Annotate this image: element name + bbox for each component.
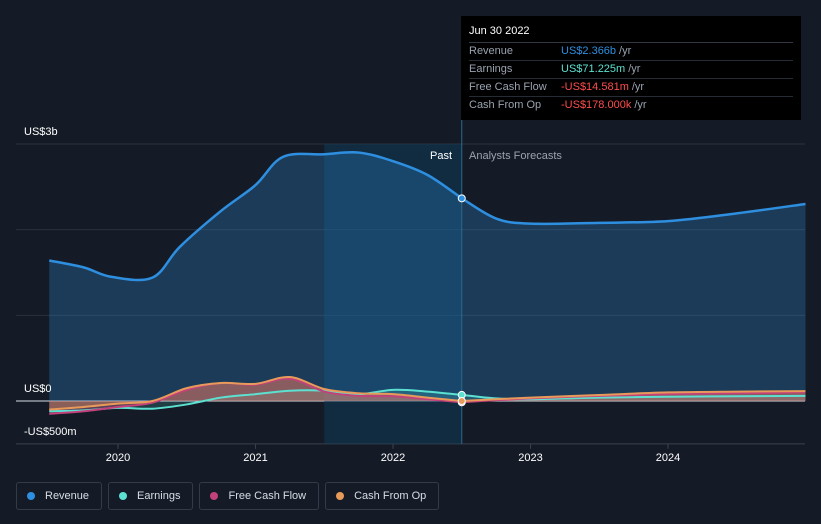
legend-item-earnings[interactable]: Earnings xyxy=(108,482,194,510)
tooltip-row: Earnings US$71.225m/yr xyxy=(469,61,793,79)
legend-item-label: Earnings xyxy=(137,490,181,502)
cash-from-op-line-past xyxy=(49,376,462,411)
revenue-line-forecast xyxy=(461,197,806,226)
tooltip-row-value: US$2.366b xyxy=(561,45,617,57)
tooltip-row: Revenue US$2.366b/yr xyxy=(469,43,793,61)
revenue-line-past xyxy=(49,151,463,282)
tooltip-row-value: -US$178.000k xyxy=(561,99,632,111)
legend-item-revenue[interactable]: Revenue xyxy=(16,482,103,510)
cash-from-op-area xyxy=(49,376,806,410)
legend-item-cash-from-op[interactable]: Cash From Op xyxy=(325,482,440,510)
y-label-top: US$3b xyxy=(24,126,58,138)
tooltip-row: Cash From Op -US$178.000k/yr xyxy=(469,97,793,114)
cash-from-op-marker xyxy=(457,397,466,406)
legend-dot-icon xyxy=(336,492,345,500)
legend-item-label: Cash From Op xyxy=(354,490,427,502)
revenue-area xyxy=(49,152,806,401)
highlight-markers xyxy=(457,194,466,407)
x-tick-label: 2020 xyxy=(106,452,130,464)
tooltip-row-label: Cash From Op xyxy=(469,99,542,111)
legend-item-label: Revenue xyxy=(45,490,90,502)
x-tick-label: 2023 xyxy=(518,452,542,464)
tooltip-row-label: Free Cash Flow xyxy=(469,81,547,93)
legend-dot-icon xyxy=(210,492,219,500)
x-tick-label: 2021 xyxy=(243,452,267,464)
data-tooltip: Jun 30 2022 Revenue US$2.366b/yr Earnings U… xyxy=(461,16,801,120)
x-tick-label: 2024 xyxy=(656,452,680,464)
tooltip-row-value: US$71.225m xyxy=(561,63,626,75)
y-label-zero: US$0 xyxy=(24,383,52,395)
legend: Revenue Earnings Free Cash Flow Cash From O… xyxy=(16,482,440,510)
series-lines xyxy=(49,151,806,415)
tooltip-row-unit: /yr xyxy=(628,63,641,75)
tooltip-row-unit: /yr xyxy=(634,99,647,111)
tooltip-row-value: -US$14.581m xyxy=(561,81,629,93)
tooltip-row-unit: /yr xyxy=(619,45,632,57)
tooltip-row: Free Cash Flow -US$14.581m/yr xyxy=(469,79,793,97)
legend-dot-icon xyxy=(27,492,35,500)
x-axis-ticks: 2020 2021 2022 2023 2024 xyxy=(106,443,680,464)
forecast-label: Analysts Forecasts xyxy=(469,150,562,162)
legend-dot-icon xyxy=(119,492,128,500)
legend-item-label: Free Cash Flow xyxy=(228,490,307,502)
tooltip-row-unit: /yr xyxy=(631,81,645,93)
tooltip-row-label: Earnings xyxy=(469,63,513,75)
tooltip-row-label: Revenue xyxy=(469,45,514,57)
tooltip-date: Jun 30 2022 xyxy=(469,24,793,43)
free-cash-flow-area xyxy=(49,378,806,414)
earnings-area xyxy=(49,389,806,412)
x-tick-label: 2022 xyxy=(381,452,405,464)
revenue-marker xyxy=(457,194,466,203)
legend-item-free-cash-flow[interactable]: Free Cash Flow xyxy=(199,482,320,510)
cash-from-op-line-forecast xyxy=(461,390,806,403)
series-areas xyxy=(49,152,806,414)
y-label-bottom: -US$500m xyxy=(24,426,77,438)
past-label: Past xyxy=(430,150,453,162)
